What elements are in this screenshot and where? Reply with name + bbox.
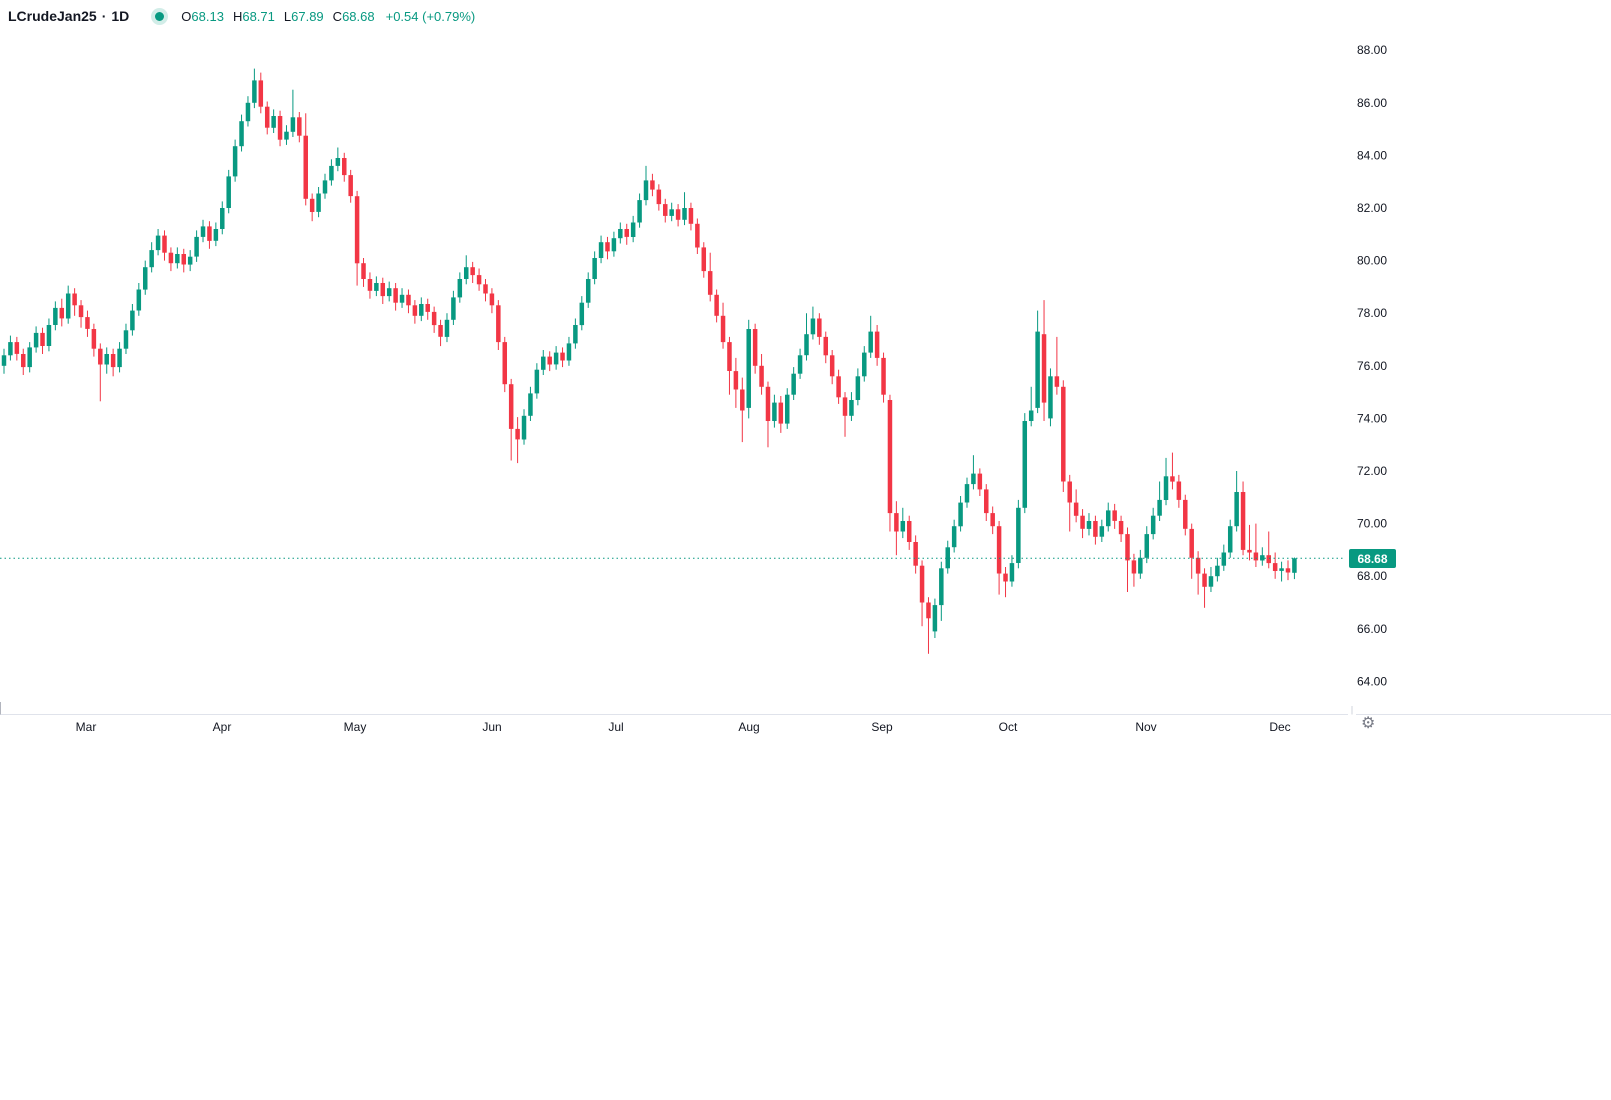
svg-text:84.00: 84.00 — [1357, 148, 1387, 162]
ohlc-values: O 68.13 H 68.71 L 67.89 C 68.68 +0.54 (+0.79… — [181, 9, 475, 24]
candles-series[interactable] — [1, 68, 1297, 654]
svg-text:Oct: Oct — [999, 720, 1018, 734]
svg-text:70.00: 70.00 — [1357, 517, 1387, 531]
interval-label[interactable]: 1D — [111, 8, 130, 24]
svg-text:78.00: 78.00 — [1357, 306, 1387, 320]
svg-text:66.00: 66.00 — [1357, 622, 1387, 636]
svg-text:64.00: 64.00 — [1357, 674, 1387, 688]
svg-text:Apr: Apr — [213, 720, 232, 734]
svg-text:86.00: 86.00 — [1357, 96, 1387, 110]
close-value: 68.68 — [342, 8, 375, 24]
svg-text:Jul: Jul — [608, 720, 623, 734]
svg-text:74.00: 74.00 — [1357, 411, 1387, 425]
svg-text:72.00: 72.00 — [1357, 464, 1387, 478]
low-value: 67.89 — [291, 8, 324, 24]
candlestick-chart[interactable]: 88.00 86.00 84.00 82.00 80.00 78.00 76.00 74.00… — [0, 0, 1611, 745]
last-price-label[interactable]: 68.68 — [1349, 549, 1396, 568]
svg-text:76.00: 76.00 — [1357, 359, 1387, 373]
high-label: H — [232, 8, 243, 24]
svg-text:Sep: Sep — [871, 720, 893, 734]
svg-text:Aug: Aug — [738, 720, 759, 734]
svg-text:Jun: Jun — [482, 720, 501, 734]
change-value: +0.54 (+0.79%) — [385, 8, 476, 24]
symbol-title[interactable]: LCrudeJan25 — [8, 8, 97, 24]
svg-text:Dec: Dec — [1269, 720, 1290, 734]
price-scale-settings-gear-icon[interactable]: ⚙ — [1361, 715, 1376, 732]
svg-text:88.00: 88.00 — [1357, 43, 1387, 57]
price-axis-labels[interactable]: 88.00 86.00 84.00 82.00 80.00 78.00 76.00 74.00… — [1357, 43, 1387, 688]
open-label: O — [181, 8, 192, 24]
svg-text:Nov: Nov — [1135, 720, 1156, 734]
time-axis-labels[interactable]: Mar Apr May Jun Jul Aug Sep Oct Nov Dec — [76, 720, 1291, 734]
svg-text:May: May — [344, 720, 367, 734]
svg-text:68.00: 68.00 — [1357, 569, 1387, 583]
market-status-icon[interactable] — [151, 7, 169, 25]
svg-text:80.00: 80.00 — [1357, 254, 1387, 268]
close-label: C — [332, 8, 343, 24]
low-label: L — [283, 8, 292, 24]
svg-text:Mar: Mar — [76, 720, 97, 734]
high-value: 68.71 — [242, 8, 275, 24]
symbol-interval-separator: · — [101, 8, 107, 24]
open-value: 68.13 — [191, 8, 224, 24]
svg-text:82.00: 82.00 — [1357, 201, 1387, 215]
